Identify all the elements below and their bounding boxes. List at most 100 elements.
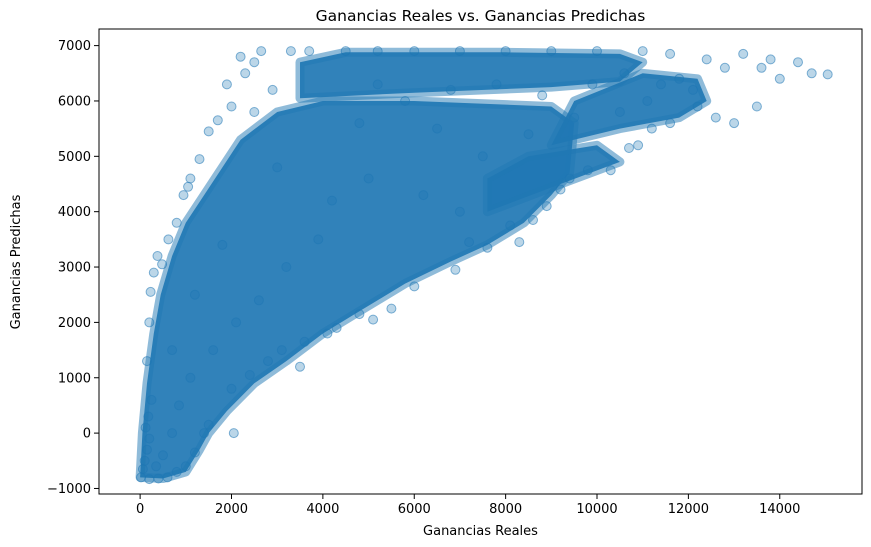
scatter-point — [148, 267, 159, 278]
scatter-point — [569, 112, 580, 123]
scatter-point — [285, 46, 296, 57]
scatter-point — [729, 118, 740, 129]
scatter-point — [180, 461, 191, 472]
x-tick-label: 0 — [136, 502, 144, 517]
scatter-point — [189, 289, 200, 300]
scatter-point — [217, 239, 228, 250]
scatter-point — [710, 112, 721, 123]
scatter-point — [281, 262, 292, 272]
scatter-point — [822, 69, 833, 80]
scatter-point — [178, 190, 189, 201]
scatter-point — [203, 419, 214, 430]
scatter-point — [322, 328, 333, 339]
scatter-point — [624, 143, 634, 153]
scatter-point — [445, 84, 456, 95]
x-tick-label: 4000 — [306, 502, 339, 517]
scatter-point — [304, 46, 315, 57]
scatter-point — [139, 455, 150, 466]
y-tick-label: 6000 — [58, 94, 91, 109]
scatter-point — [454, 46, 465, 57]
scatter-point — [256, 46, 267, 57]
scatter-point — [646, 123, 657, 134]
scatter-point — [189, 447, 200, 458]
y-axis: −1000 0 1000 2000 3000 4000 5000 6000 7000 — [47, 39, 99, 497]
scatter-point — [701, 54, 712, 65]
scatter-point — [477, 151, 488, 162]
scatter-point — [194, 154, 205, 165]
scatter-point — [276, 345, 287, 356]
x-tick-label: 8000 — [489, 502, 522, 517]
scatter-point — [806, 68, 817, 79]
scatter-point — [482, 242, 493, 253]
scatter-point — [146, 394, 157, 405]
scatter-point — [765, 54, 776, 65]
scatter-point — [582, 165, 593, 176]
scatter-point — [226, 101, 237, 112]
scatter-point — [221, 79, 232, 90]
scatter-point — [454, 206, 465, 217]
scatter-point — [688, 84, 698, 95]
scatter-point — [267, 84, 278, 95]
scatter-point — [249, 57, 260, 68]
scatter-point — [354, 309, 365, 320]
scatter-point — [185, 173, 196, 184]
scatter-point — [719, 62, 730, 73]
scatter-point — [327, 195, 337, 206]
scatter-points — [136, 46, 833, 485]
scatter-point — [409, 281, 420, 292]
scatter-point — [665, 118, 676, 129]
scatter-point — [167, 428, 178, 439]
y-tick-label: 1000 — [58, 371, 91, 386]
scatter-point — [774, 73, 785, 84]
scatter-point — [171, 217, 182, 228]
scatter-point — [751, 101, 762, 112]
scatter-point — [555, 184, 566, 195]
scatter-point — [162, 472, 173, 483]
scatter-point — [491, 79, 502, 90]
scatter-point — [450, 264, 461, 275]
scatter-point — [537, 90, 548, 101]
scatter-point — [363, 173, 374, 184]
scatter-point — [464, 237, 475, 248]
scatter-point — [140, 422, 151, 433]
scatter-point — [212, 115, 223, 126]
density-region — [135, 47, 712, 483]
scatter-point — [253, 295, 264, 306]
scatter-point — [142, 356, 152, 367]
density-blob — [482, 140, 625, 217]
scatter-point — [500, 46, 511, 57]
scatter-point — [144, 474, 155, 485]
y-tick-label: −1000 — [47, 482, 91, 497]
scatter-point — [163, 234, 174, 245]
scatter-point — [167, 345, 178, 356]
scatter-point — [505, 220, 516, 231]
scatter-point — [158, 450, 168, 461]
scatter-point — [331, 322, 342, 333]
scatter-point — [171, 466, 182, 477]
scatter-point — [656, 79, 666, 90]
density-blob — [295, 47, 648, 103]
plot-frame — [98, 28, 863, 495]
scatter-point — [541, 201, 552, 212]
scatter-point — [240, 68, 251, 79]
y-tick-label: 3000 — [58, 261, 91, 276]
scatter-point — [231, 317, 242, 328]
scatter-point — [208, 345, 219, 356]
y-tick-label: 4000 — [58, 205, 91, 220]
scatter-point — [249, 107, 260, 117]
scatter-point — [587, 79, 598, 90]
scatter-point — [157, 259, 168, 270]
scatter-point — [144, 433, 155, 444]
scatter-point — [144, 317, 155, 328]
scatter-point — [432, 123, 443, 134]
density-blob — [546, 68, 712, 150]
scatter-point — [354, 118, 365, 129]
scatter-point — [386, 303, 397, 314]
scatter-point — [528, 215, 538, 225]
scatter-point — [409, 46, 420, 57]
scatter-point — [592, 46, 602, 57]
scatter-point — [637, 46, 648, 57]
scatter-point — [235, 51, 246, 62]
x-tick-label: 12000 — [668, 502, 709, 517]
scatter-point — [137, 464, 148, 475]
